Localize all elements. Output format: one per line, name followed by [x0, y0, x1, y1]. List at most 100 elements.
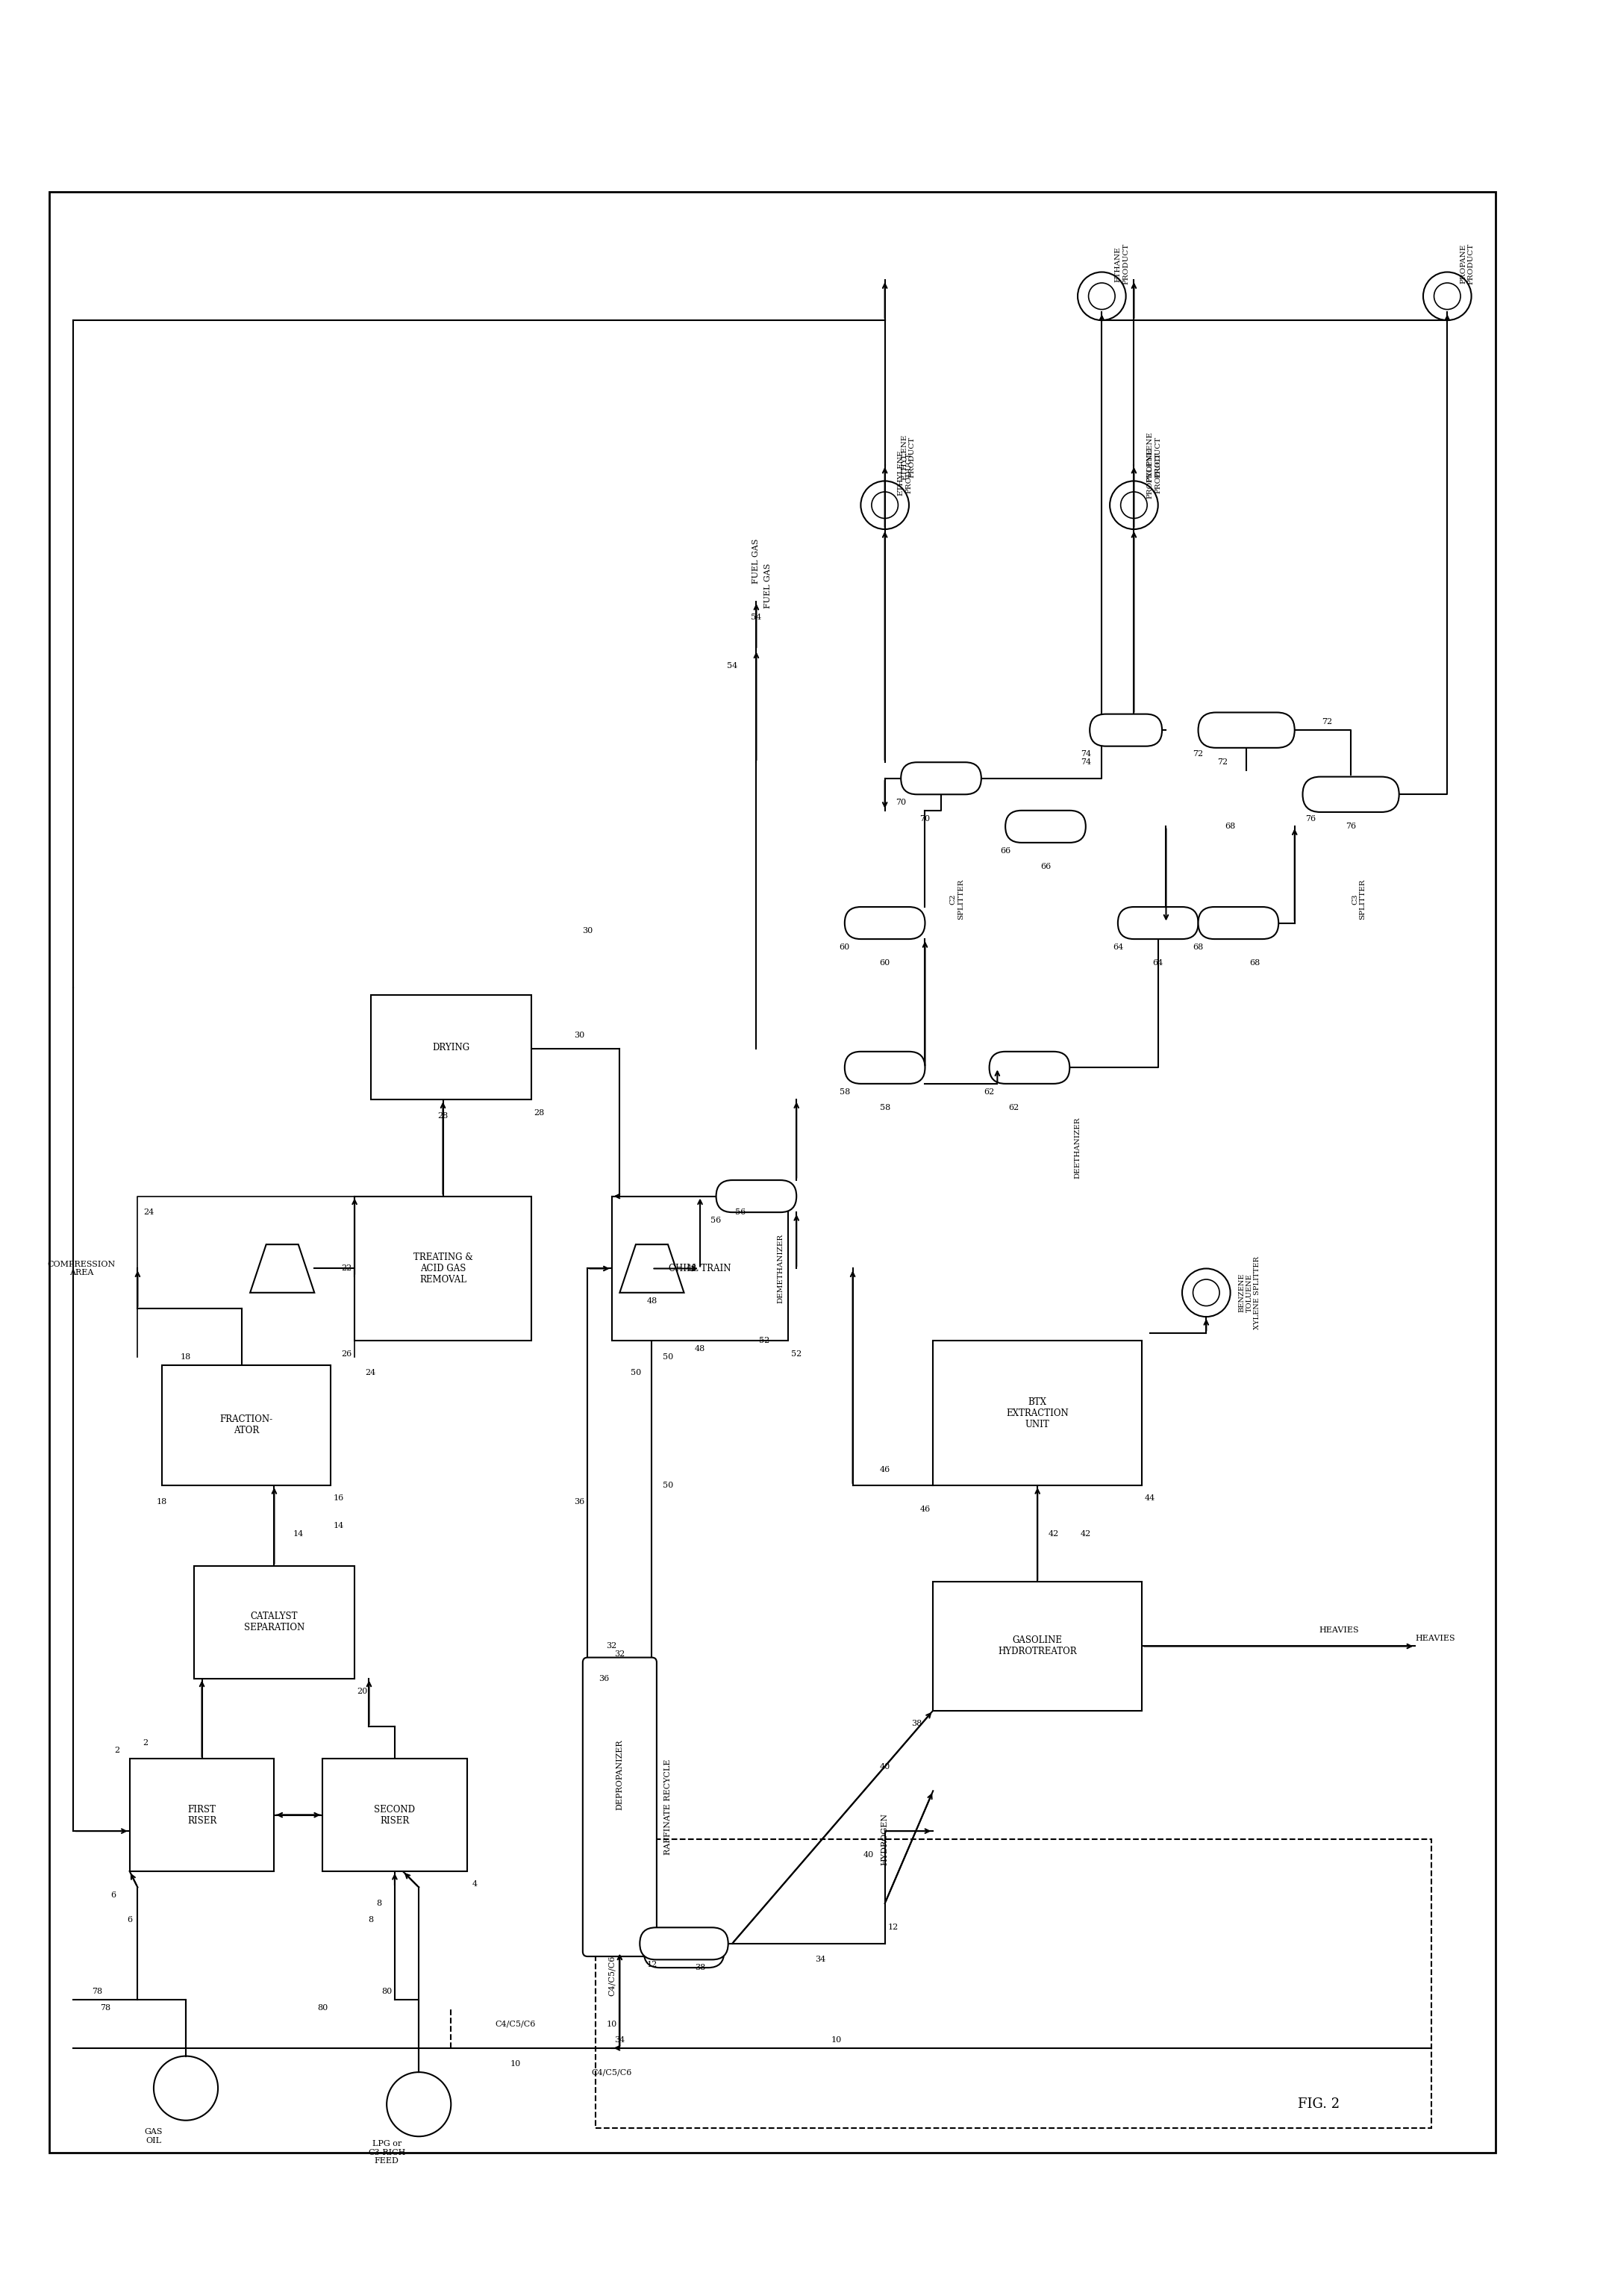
Text: 12: 12 — [888, 1924, 898, 1931]
Text: ETHYLENE
PRODUCT: ETHYLENE PRODUCT — [898, 450, 912, 496]
Text: 36: 36 — [599, 1674, 608, 1683]
Text: 52: 52 — [759, 1336, 769, 1345]
Bar — [611, 1196, 788, 1341]
Text: 54: 54 — [751, 613, 761, 622]
Text: 64: 64 — [1112, 944, 1123, 951]
Text: C4/C5/C6: C4/C5/C6 — [608, 1956, 615, 1995]
Text: 50: 50 — [663, 1352, 673, 1362]
Text: ETHYLENE
PRODUCT: ETHYLENE PRODUCT — [901, 434, 916, 480]
Text: 14: 14 — [333, 1522, 344, 1529]
Text: 28: 28 — [438, 1111, 449, 1120]
Text: 78: 78 — [100, 2004, 111, 2011]
Text: FIRST
RISER: FIRST RISER — [187, 1805, 217, 1825]
FancyBboxPatch shape — [716, 1180, 796, 1212]
Text: 74: 74 — [1080, 758, 1091, 767]
Text: 20: 20 — [357, 1688, 368, 1694]
Text: C4/C5/C6: C4/C5/C6 — [496, 2020, 536, 2027]
Text: 60: 60 — [840, 944, 850, 951]
Text: 70: 70 — [920, 815, 930, 822]
FancyBboxPatch shape — [1303, 776, 1400, 813]
Text: C2
SPLITTER: C2 SPLITTER — [949, 879, 964, 918]
Text: 42: 42 — [1047, 1529, 1059, 1538]
Text: 18: 18 — [156, 1497, 167, 1506]
Text: 40: 40 — [864, 1851, 874, 1860]
Text: C3
SPLITTER: C3 SPLITTER — [1352, 879, 1366, 918]
Text: 6: 6 — [127, 1915, 132, 1924]
Text: 48: 48 — [647, 1297, 656, 1304]
Bar — [595, 1839, 1430, 2128]
FancyBboxPatch shape — [1118, 907, 1199, 939]
Text: FUEL GAS: FUEL GAS — [753, 540, 759, 583]
Text: 54: 54 — [727, 661, 737, 670]
Text: 76: 76 — [1345, 822, 1356, 831]
Text: 22: 22 — [341, 1265, 352, 1272]
FancyBboxPatch shape — [845, 1052, 925, 1084]
Bar — [163, 1366, 330, 1486]
Text: 28: 28 — [534, 1109, 545, 1116]
Text: TREATING &
ACID GAS
REMOVAL: TREATING & ACID GAS REMOVAL — [414, 1254, 473, 1283]
Text: 32: 32 — [607, 1642, 616, 1651]
Text: 72: 72 — [1216, 758, 1228, 767]
Text: 6: 6 — [111, 1892, 116, 1899]
Text: 2: 2 — [143, 1738, 148, 1747]
Text: 18: 18 — [180, 1352, 191, 1362]
Text: BENZENE
TOLUENE
XYLENE SPLITTER: BENZENE TOLUENE XYLENE SPLITTER — [1239, 1256, 1260, 1329]
Text: FRACTION-
ATOR: FRACTION- ATOR — [219, 1414, 272, 1435]
Text: SECOND
RISER: SECOND RISER — [375, 1805, 415, 1825]
Text: DEETHANIZER: DEETHANIZER — [1075, 1118, 1081, 1178]
FancyBboxPatch shape — [582, 1658, 656, 1956]
Text: 38: 38 — [912, 1720, 922, 1727]
Text: 26: 26 — [341, 1350, 352, 1357]
Text: 8: 8 — [368, 1915, 373, 1924]
Text: HEAVIES: HEAVIES — [1416, 1635, 1455, 1642]
Bar — [322, 1759, 467, 1871]
Text: 32: 32 — [615, 1651, 624, 1658]
Text: BTX
EXTRACTION
UNIT: BTX EXTRACTION UNIT — [1006, 1398, 1068, 1428]
FancyBboxPatch shape — [990, 1052, 1070, 1084]
Text: 10: 10 — [832, 2037, 842, 2043]
Polygon shape — [249, 1244, 314, 1293]
Text: 50: 50 — [631, 1368, 640, 1378]
Text: 62: 62 — [985, 1088, 994, 1095]
Text: 58: 58 — [840, 1088, 850, 1095]
Text: DEPROPANIZER: DEPROPANIZER — [616, 1740, 623, 1809]
Bar — [193, 1566, 354, 1678]
Text: 36: 36 — [574, 1497, 584, 1506]
Text: FIG. 2: FIG. 2 — [1298, 2099, 1340, 2110]
Text: 66: 66 — [1001, 847, 1010, 854]
Text: 74: 74 — [1080, 751, 1091, 758]
Text: 44: 44 — [1144, 1495, 1155, 1502]
Text: 52: 52 — [792, 1350, 801, 1357]
Text: 16: 16 — [333, 1495, 344, 1502]
FancyBboxPatch shape — [644, 1936, 724, 1968]
Text: 64: 64 — [1152, 960, 1163, 967]
Text: 48: 48 — [687, 1265, 697, 1272]
Text: PROPYLENE
PRODUCT: PROPYLENE PRODUCT — [1147, 448, 1162, 498]
FancyBboxPatch shape — [901, 762, 981, 794]
Text: 30: 30 — [582, 928, 592, 934]
Text: 14: 14 — [293, 1529, 304, 1538]
Text: 68: 68 — [1249, 960, 1260, 967]
Text: 72: 72 — [1321, 719, 1332, 726]
Text: ETHANE
PRODUCT: ETHANE PRODUCT — [1115, 243, 1130, 285]
Bar — [130, 1759, 274, 1871]
Text: 58: 58 — [880, 1104, 890, 1111]
FancyBboxPatch shape — [845, 907, 925, 939]
Text: DRYING: DRYING — [433, 1042, 470, 1052]
Text: GAS
OIL: GAS OIL — [145, 2128, 163, 2144]
Bar — [354, 1196, 531, 1341]
Text: 56: 56 — [735, 1208, 745, 1217]
FancyBboxPatch shape — [640, 1929, 729, 1961]
Text: 72: 72 — [1192, 751, 1204, 758]
FancyBboxPatch shape — [1199, 907, 1279, 939]
Text: 42: 42 — [1080, 1529, 1091, 1538]
Text: 10: 10 — [607, 2020, 616, 2027]
Bar — [933, 1341, 1142, 1486]
Text: DEMETHANIZER: DEMETHANIZER — [777, 1233, 784, 1304]
Text: HEAVIES: HEAVIES — [1319, 1626, 1358, 1635]
Bar — [933, 1582, 1142, 1711]
Text: 80: 80 — [317, 2004, 328, 2011]
Text: 70: 70 — [896, 799, 906, 806]
Text: LPG or
C3-RICH
FEED: LPG or C3-RICH FEED — [368, 2140, 405, 2165]
Text: 10: 10 — [510, 2060, 521, 2069]
